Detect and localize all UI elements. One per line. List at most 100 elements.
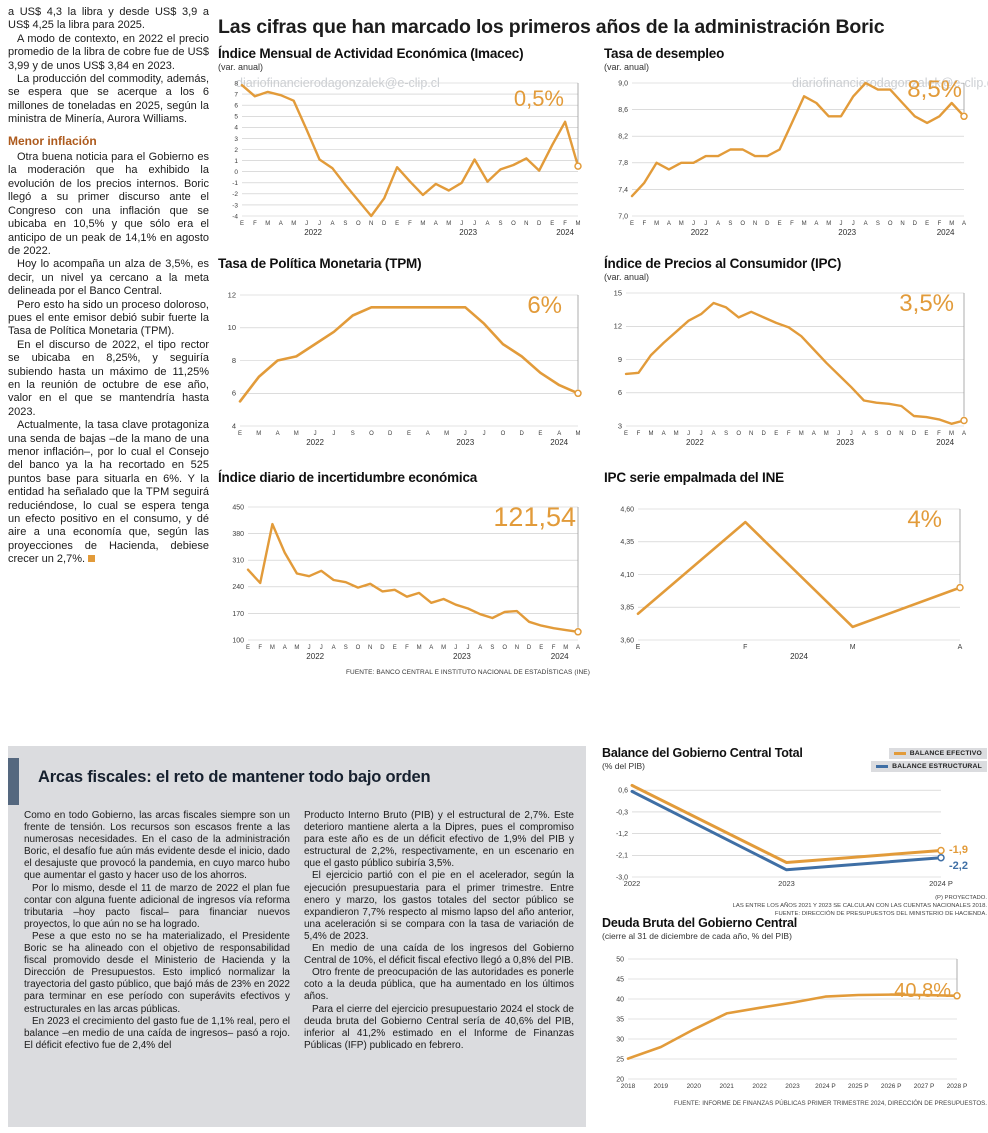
svg-text:J: J [840,221,843,227]
svg-text:M: M [824,431,829,437]
svg-text:2024: 2024 [556,228,574,237]
chart-desempleo: Tasa de desempleo (var. anual) 8,5% 9,0 8… [604,46,976,242]
svg-text:F: F [253,221,257,227]
chart-subtitle: (var. anual) [604,62,650,72]
svg-text:M: M [256,431,261,437]
svg-text:4: 4 [234,125,238,132]
svg-text:A: A [716,221,720,227]
svg-text:D: D [382,221,387,227]
svg-text:A: A [426,431,430,437]
chart-deuda-bruta: Deuda Bruta del Gobierno Central (cierre… [602,916,987,1107]
svg-text:-3: -3 [232,202,238,209]
svg-text:M: M [270,645,275,651]
svg-text:6: 6 [232,389,236,398]
svg-text:12: 12 [614,322,622,331]
paragraph: Por lo mismo, desde el 11 de marzo de 20… [24,882,290,930]
svg-text:N: N [899,431,903,437]
svg-text:E: E [538,431,542,437]
svg-text:F: F [642,221,646,227]
chart-incertidumbre: Índice diario de incertidumbre económica… [218,470,590,676]
chart-title: Tasa de desempleo [604,46,725,61]
svg-text:M: M [826,221,831,227]
svg-text:D: D [912,431,917,437]
svg-text:2018: 2018 [621,1083,636,1090]
svg-text:40: 40 [616,996,624,1003]
svg-text:O: O [740,221,745,227]
svg-text:F: F [408,221,412,227]
chart-balance-gobierno: Balance del Gobierno Central Total (% de… [602,746,987,918]
svg-text:E: E [630,221,634,227]
svg-text:M: M [679,221,684,227]
chart-value-label: 4% [907,506,942,533]
svg-text:8,2: 8,2 [618,134,628,141]
svg-text:S: S [728,221,732,227]
chart-subtitle [604,486,976,498]
legend-label: BALANCE ESTRUCTURAL [892,763,982,770]
article-left-column: a US$ 4,3 la libra y desde US$ 3,9 a US$… [8,6,209,567]
svg-text:A: A [662,431,666,437]
svg-text:-2: -2 [232,191,238,198]
svg-text:170: 170 [232,611,244,618]
svg-text:S: S [876,221,880,227]
svg-text:10: 10 [228,323,236,332]
svg-text:M: M [441,645,446,651]
fiscal-box-title: Arcas fiscales: el reto de mantener todo… [38,768,431,786]
svg-text:F: F [552,645,556,651]
chart-tpm: Tasa de Política Monetaria (TPM) 6% 12 10… [218,256,590,452]
svg-text:2024 P: 2024 P [815,1083,836,1090]
svg-text:45: 45 [616,976,624,983]
svg-text:D: D [913,221,918,227]
svg-text:50: 50 [616,956,624,963]
paragraph: Pese a que esto no se ha materializado, … [24,930,290,1015]
paragraph: Otra buena noticia para el Gobierno es l… [8,151,209,257]
svg-text:2: 2 [234,147,238,154]
legend-item-estructural: BALANCE ESTRUCTURAL [871,761,987,772]
svg-text:3: 3 [618,421,622,430]
paragraph: Pero esto ha sido un proceso doloroso, p… [8,298,209,338]
svg-text:E: E [539,645,543,651]
svg-text:J: J [704,221,707,227]
svg-text:7,0: 7,0 [618,213,628,220]
svg-text:E: E [778,221,782,227]
svg-text:A: A [332,645,336,651]
svg-text:S: S [490,645,494,651]
svg-text:2022: 2022 [306,438,324,447]
chart-subtitle [218,486,590,498]
svg-text:F: F [258,645,262,651]
svg-text:F: F [787,431,791,437]
svg-text:A: A [283,645,287,651]
svg-text:-1: -1 [232,180,238,187]
svg-text:0: 0 [234,169,238,176]
svg-text:2026 P: 2026 P [881,1083,902,1090]
svg-text:A: A [814,221,818,227]
svg-text:310: 310 [232,558,244,565]
svg-text:E: E [624,431,628,437]
svg-text:M: M [563,645,568,651]
svg-text:2023: 2023 [836,438,854,447]
svg-text:D: D [527,645,532,651]
svg-text:A: A [279,221,283,227]
svg-text:A: A [864,221,868,227]
svg-text:A: A [330,221,334,227]
svg-text:J: J [464,431,467,437]
svg-text:2022: 2022 [691,228,709,237]
svg-text:O: O [356,645,361,651]
svg-text:A: A [962,221,966,227]
svg-text:A: A [434,221,438,227]
svg-text:J: J [308,645,311,651]
paragraph: En 2023 el crecimiento del gasto fue de … [24,1015,290,1051]
svg-text:A: A [576,645,580,651]
svg-text:4,60: 4,60 [620,506,634,513]
chart-title: Deuda Bruta del Gobierno Central [602,916,798,930]
svg-text:E: E [240,221,244,227]
svg-text:M: M [291,221,296,227]
svg-text:6: 6 [618,388,622,397]
chart-subtitle [218,272,590,284]
chart-title: Balance del Gobierno Central Total [602,746,803,760]
svg-text:3: 3 [234,136,238,143]
svg-text:J: J [483,431,486,437]
fiscal-column-1: Como en todo Gobierno, las arcas fiscale… [24,810,290,1052]
paragraph: Hoy lo acompaña un alza de 3,5%, es deci… [8,258,209,298]
svg-text:2022: 2022 [304,228,322,237]
